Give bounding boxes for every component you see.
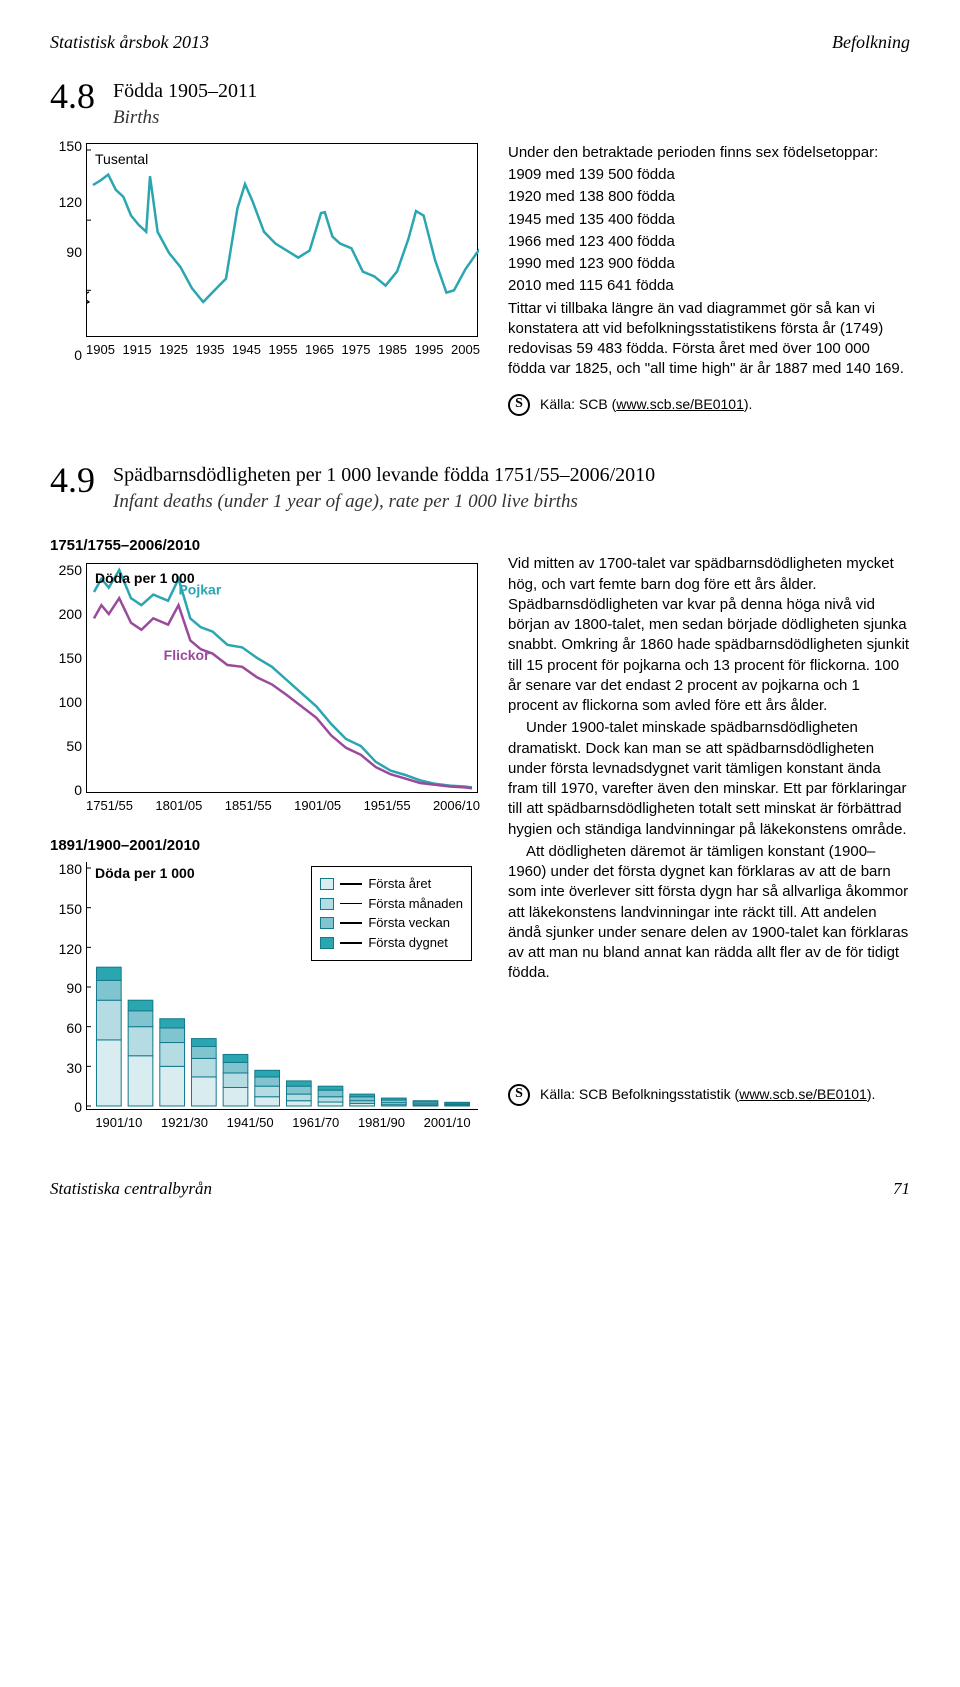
section-4-9-text: Vid mitten av 1700-talet var spädbarnsdö… xyxy=(508,526,910,1105)
y-label: Döda per 1 000 xyxy=(95,569,195,588)
li: 1945 med 135 400 födda xyxy=(508,210,910,230)
y-axis: 0306090120150180 xyxy=(52,862,82,1132)
source-link[interactable]: www.scb.se/BE0101 xyxy=(739,1086,867,1102)
infant-mortality-line-chart: 250200150100500 Döda per 1 000 PojkarFli… xyxy=(86,563,480,815)
page-header: Statistisk årsbok 2013 Befolkning xyxy=(50,30,910,54)
y-axis: 250200150100500 xyxy=(52,563,82,815)
line-chart-svg xyxy=(87,144,479,338)
section-4-8-text: Under den betraktade perioden finns sex … xyxy=(508,143,910,416)
source: S Källa: SCB (www.scb.se/BE0101). xyxy=(508,394,910,416)
infant-mortality-bar-chart: 0306090120150180 Döda per 1 000 Första å… xyxy=(86,862,480,1132)
svg-text:Flickor: Flickor xyxy=(164,646,210,662)
bar-legend: Första åretFörsta månadenFörsta veckanFö… xyxy=(311,866,472,960)
header-right: Befolkning xyxy=(832,30,910,54)
p: Vid mitten av 1700-talet var spädbarnsdö… xyxy=(508,554,910,716)
p: Att dödligheten däremot är tämligen kons… xyxy=(508,842,910,984)
li: 2010 med 115 641 födda xyxy=(508,276,910,296)
header-left: Statistisk årsbok 2013 xyxy=(50,30,209,54)
section-subtitle: Infant deaths (under 1 year of age), rat… xyxy=(113,489,655,515)
p: Under den betraktade perioden finns sex … xyxy=(508,143,910,163)
x-axis: 1905191519251935194519551965197519851995… xyxy=(86,341,480,359)
births-chart: 150 120 90 0 Tusental 190519151925193519… xyxy=(86,143,480,359)
y-label: Tusental xyxy=(95,150,148,169)
y-axis: 150 120 90 0 xyxy=(52,143,82,359)
chart1-title: 1751/1755–2006/2010 xyxy=(50,536,480,556)
li: 1990 med 123 900 födda xyxy=(508,254,910,274)
source: S Källa: SCB Befolkningsstatistik (www.s… xyxy=(508,1084,910,1106)
line-chart-svg: PojkarFlickor xyxy=(87,564,479,794)
li: 1909 med 139 500 födda xyxy=(508,165,910,185)
section-number: 4.8 xyxy=(50,72,95,121)
section-4-8: 4.8 Födda 1905–2011 Births 150 120 90 0 … xyxy=(50,72,910,415)
section-4-9: 4.9 Spädbarnsdödligheten per 1 000 levan… xyxy=(50,456,910,1138)
x-axis: 1901/101921/301941/501961/701981/902001/… xyxy=(86,1114,480,1132)
p: Under 1900-talet minskade spädbarns­dödl… xyxy=(508,718,910,840)
li: 1966 med 123 400 födda xyxy=(508,232,910,252)
source-text: Källa: SCB (www.scb.se/BE0101). xyxy=(540,395,752,414)
section-title: Spädbarnsdödligheten per 1 000 levande f… xyxy=(113,462,655,489)
li: 1920 med 138 800 födda xyxy=(508,187,910,207)
footer-right: 71 xyxy=(893,1178,910,1201)
source-text: Källa: SCB Befolkningsstatistik (www.scb… xyxy=(540,1085,875,1104)
chart2-title: 1891/1900–2001/2010 xyxy=(50,836,480,856)
footer-left: Statistiska centralbyrån xyxy=(50,1178,212,1201)
page-footer: Statistiska centralbyrån 71 xyxy=(50,1178,910,1201)
section-title: Födda 1905–2011 xyxy=(113,78,257,105)
p: Tittar vi tillbaka längre än vad diagram… xyxy=(508,299,910,380)
y-label: Döda per 1 000 xyxy=(95,864,195,883)
scb-logo-icon: S xyxy=(508,394,530,416)
scb-logo-icon: S xyxy=(508,1084,530,1106)
section-number: 4.9 xyxy=(50,456,95,505)
source-link[interactable]: www.scb.se/BE0101 xyxy=(616,396,744,412)
x-axis: 1751/551801/051851/551901/051951/552006/… xyxy=(86,797,480,815)
section-subtitle: Births xyxy=(113,105,257,131)
